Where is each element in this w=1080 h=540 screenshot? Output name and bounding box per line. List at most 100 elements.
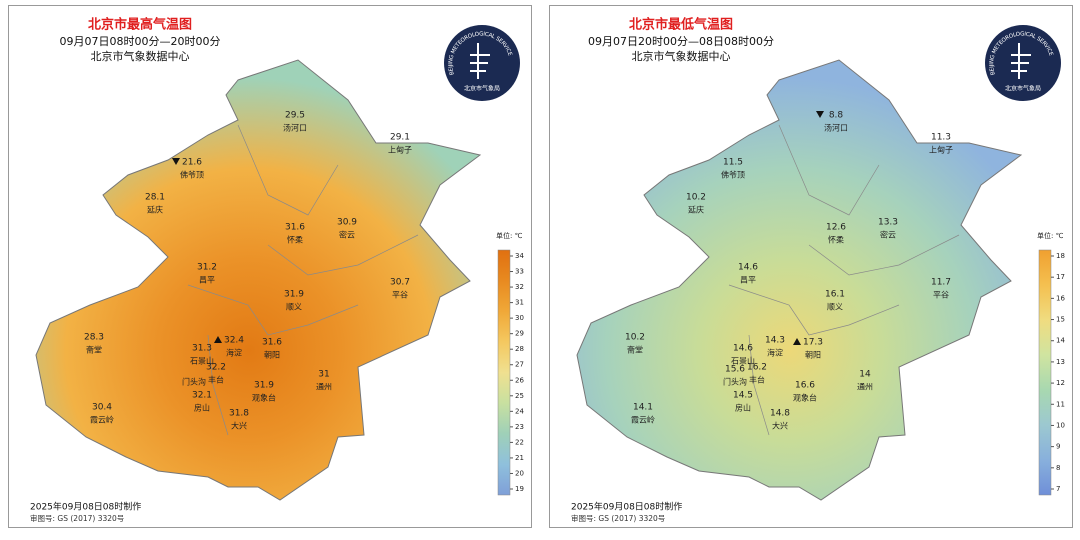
colorbar-tick-label: 29: [515, 330, 524, 338]
map-period: 09月07日08时00分—20时00分: [60, 35, 221, 48]
max-marker: [214, 336, 222, 343]
station-name: 门头沟: [723, 377, 747, 387]
station-value: 11.5: [723, 158, 743, 168]
station-value: 10.2: [686, 193, 706, 203]
station-name: 大兴: [231, 421, 247, 431]
colorbar: [1038, 249, 1052, 496]
colorbar-tick-label: 16: [1056, 294, 1065, 302]
map-title: 北京市最高气温图: [88, 17, 192, 33]
colorbar-tick-label: 24: [515, 407, 524, 415]
station-value: 30.4: [92, 403, 112, 413]
station-value: 13.3: [878, 218, 898, 228]
colorbar-tick-label: 10: [1056, 421, 1065, 429]
beijing-map: [35, 59, 482, 501]
station-name: 丰台: [749, 375, 765, 385]
colorbar-tick-label: 8: [1056, 464, 1060, 472]
station-value: 15.6: [725, 365, 745, 375]
colorbar-tick-label: 18: [1056, 252, 1065, 260]
colorbar: [497, 249, 511, 496]
station-name: 朝阳: [264, 351, 280, 360]
footer-date: 2025年09月08日08时制作: [30, 501, 141, 513]
colorbar-tick-label: 20: [515, 469, 524, 477]
station-value: 32.4: [224, 336, 244, 346]
station-value: 31.2: [197, 263, 217, 273]
station-name: 霞云岭: [631, 415, 655, 425]
district-border: [808, 234, 960, 276]
station-name: 佛爷顶: [721, 170, 745, 180]
station-value: 14.6: [738, 263, 758, 273]
colorbar-tick-label: 21: [515, 454, 524, 462]
min-marker: [172, 158, 180, 165]
station-name: 海淀: [767, 348, 783, 358]
station-value: 16.1: [825, 290, 845, 300]
district-border: [778, 124, 880, 216]
colorbar-tick-label: 33: [515, 268, 524, 276]
station-name: 上甸子: [929, 145, 953, 155]
map-title: 北京市最低气温图: [629, 17, 733, 33]
footer-approval: 审图号: GS (2017) 3320号: [571, 513, 665, 523]
colorbar-tick-label: 27: [515, 361, 524, 369]
beijing-map: [576, 59, 1023, 501]
station-value: 14.5: [733, 391, 753, 401]
colorbar-tick-label: 15: [1056, 316, 1065, 324]
station-value: 10.2: [625, 333, 645, 343]
station-value: 31.6: [262, 338, 282, 348]
colorbar-tick-label: 28: [515, 345, 524, 353]
station-name: 通州: [316, 382, 332, 392]
colorbar-tick-label: 22: [515, 438, 524, 446]
logo-mark: [470, 43, 490, 79]
colorbar-tick-label: 14: [1056, 337, 1065, 345]
map-period: 09月07日20时00分—08日08时00分: [588, 35, 774, 48]
station-value: 32.2: [206, 363, 226, 373]
station-value: 32.1: [192, 391, 212, 401]
station-name: 密云: [339, 230, 355, 240]
district-border: [748, 334, 770, 436]
map-source: 北京市气象数据中心: [91, 49, 190, 63]
station-name: 门头沟: [182, 377, 206, 387]
station-name: 石景山: [731, 356, 755, 366]
station-name: 石景山: [190, 356, 214, 366]
station-value: 31.9: [284, 290, 304, 300]
station-name: 延庆: [147, 205, 163, 215]
colorbar-unit: 单位: ℃: [496, 231, 523, 240]
station-name: 丰台: [208, 375, 224, 385]
colorbar-tick-label: 11: [1056, 400, 1065, 408]
station-name: 佛爷顶: [180, 170, 204, 180]
colorbar-tick-label: 30: [515, 314, 524, 322]
district-border: [207, 334, 229, 436]
station-value: 16.6: [795, 381, 815, 391]
station-value: 30.9: [337, 218, 357, 228]
district-border: [728, 284, 900, 336]
colorbar-tick-label: 32: [515, 283, 524, 291]
station-value: 14.8: [770, 409, 790, 419]
station-name: 昌平: [740, 276, 756, 285]
station-name: 斋堂: [86, 345, 102, 355]
station-name: 顺义: [827, 303, 843, 312]
colorbar-tick-label: 34: [515, 252, 524, 260]
station-name: 霞云岭: [90, 415, 114, 425]
station-name: 上甸子: [388, 145, 412, 155]
station-name: 房山: [194, 403, 210, 413]
station-value: 31.9: [254, 381, 274, 391]
station-value: 31: [318, 370, 329, 380]
station-name: 昌平: [199, 276, 215, 285]
station-value: 21.6: [182, 158, 202, 168]
station-name: 房山: [735, 403, 751, 413]
station-value: 31.3: [192, 344, 212, 354]
map-source: 北京市气象数据中心: [632, 49, 731, 63]
station-name: 顺义: [286, 303, 302, 312]
station-name: 海淀: [226, 348, 242, 358]
footer-approval: 审图号: GS (2017) 3320号: [30, 513, 124, 523]
district-border: [267, 234, 419, 276]
station-value: 30.7: [390, 278, 410, 288]
station-name: 密云: [880, 230, 896, 240]
station-value: 29.1: [390, 133, 410, 143]
colorbar-tick-label: 9: [1056, 443, 1060, 451]
station-value: 28.3: [84, 333, 104, 343]
logo-cn: 北京市气象局: [1005, 85, 1041, 93]
logo-cn: 北京市气象局: [464, 85, 500, 93]
station-value: 28.1: [145, 193, 165, 203]
